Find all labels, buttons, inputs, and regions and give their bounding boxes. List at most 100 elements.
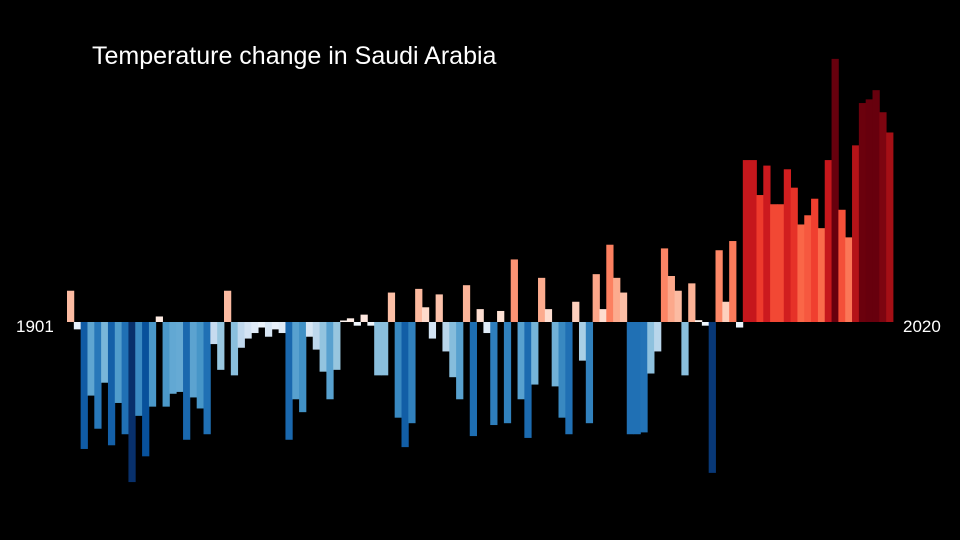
- bar-1928: [251, 322, 259, 334]
- bar-1998: [729, 241, 737, 322]
- bar-1917: [176, 322, 184, 392]
- bar-1945: [367, 322, 375, 326]
- bar-1916: [169, 322, 177, 394]
- bar-1954: [428, 322, 437, 339]
- bar-1970: [538, 277, 546, 322]
- bar-1955: [435, 294, 443, 322]
- bar-1964: [497, 310, 505, 322]
- bar-1937: [312, 322, 320, 350]
- bar-1942: [346, 318, 355, 322]
- bar-1993: [695, 320, 703, 322]
- bar-1989: [667, 276, 675, 322]
- bar-1925: [230, 322, 239, 376]
- bar-1999: [735, 322, 744, 328]
- bar-1904: [87, 322, 95, 396]
- bar-1973: [558, 322, 566, 418]
- bar-1976: [578, 322, 587, 361]
- bar-1934: [292, 322, 300, 400]
- bar-2009: [804, 215, 812, 322]
- bar-1980: [606, 244, 614, 322]
- bar-1979: [599, 309, 607, 322]
- bar-2012: [824, 160, 832, 322]
- bar-1974: [565, 322, 573, 435]
- bar-1948: [387, 292, 396, 322]
- bar-1936: [305, 322, 314, 337]
- bar-1910: [128, 322, 136, 483]
- bar-2018: [865, 99, 873, 322]
- bar-1969: [531, 322, 539, 385]
- bar-1953: [421, 307, 430, 322]
- bar-1924: [224, 290, 232, 322]
- bar-1968: [524, 322, 532, 438]
- bar-1907: [107, 322, 116, 446]
- bar-1990: [674, 290, 682, 322]
- bar-1997: [722, 301, 730, 322]
- bar-1911: [135, 322, 143, 416]
- bar-1952: [415, 288, 423, 322]
- bar-2011: [817, 228, 826, 322]
- bar-1939: [326, 322, 334, 400]
- bar-1950: [401, 322, 409, 448]
- bar-1985: [640, 322, 648, 433]
- bar-2015: [845, 237, 853, 322]
- bar-1956: [442, 322, 450, 352]
- bar-1961: [476, 309, 484, 322]
- bar-2010: [811, 198, 819, 322]
- bar-2000: [742, 160, 751, 322]
- bar-1929: [258, 322, 266, 328]
- bar-2007: [790, 187, 798, 322]
- bar-1987: [654, 322, 662, 352]
- bar-2020: [879, 112, 887, 323]
- bar-1935: [299, 322, 307, 413]
- bar-1959: [462, 285, 471, 322]
- bar-1933: [285, 322, 293, 440]
- bar-1992: [688, 283, 696, 322]
- bar-2013: [831, 58, 839, 322]
- bar-2004: [770, 204, 778, 322]
- bar-1947: [381, 322, 389, 376]
- bar-1957: [449, 322, 457, 378]
- bar-1988: [660, 248, 669, 322]
- bar-1902: [73, 322, 82, 330]
- start-year-label: 1901: [16, 317, 54, 336]
- bar-2005: [776, 204, 785, 322]
- bar-1905: [94, 322, 102, 429]
- bar-1984: [633, 322, 641, 435]
- bar-2016: [852, 145, 860, 322]
- bar-1919: [189, 322, 198, 398]
- bar-1944: [360, 314, 368, 322]
- bar-2017: [858, 103, 867, 322]
- bar-1943: [353, 322, 361, 326]
- bar-1927: [244, 322, 252, 339]
- bar-1926: [237, 322, 245, 348]
- bar-1983: [626, 322, 634, 435]
- chart-title: Temperature change in Saudi Arabia: [92, 42, 497, 70]
- bar-1930: [264, 322, 273, 337]
- bar-1912: [142, 322, 150, 457]
- bar-1981: [613, 277, 621, 322]
- bar-1903: [80, 322, 88, 449]
- bar-1975: [572, 301, 580, 322]
- bar-1991: [681, 322, 689, 376]
- bar-1951: [408, 322, 416, 424]
- bar-1938: [319, 322, 327, 372]
- bar-1967: [517, 322, 525, 400]
- bar-1960: [469, 322, 477, 437]
- bar-1932: [278, 322, 286, 334]
- bar-1995: [708, 322, 716, 473]
- bar-1908: [114, 322, 123, 403]
- bar-1918: [183, 322, 191, 440]
- bar-1986: [647, 322, 655, 374]
- bar-1982: [619, 292, 628, 322]
- bar-1913: [148, 322, 157, 407]
- bar-1963: [490, 322, 498, 426]
- bar-1901: [67, 290, 75, 322]
- bar-2002: [756, 195, 764, 322]
- bar-1965: [503, 322, 512, 424]
- bar-1977: [585, 322, 594, 424]
- bar-2001: [749, 160, 757, 322]
- bar-1972: [551, 322, 559, 387]
- bar-2008: [797, 224, 805, 322]
- bar-1978: [592, 274, 600, 322]
